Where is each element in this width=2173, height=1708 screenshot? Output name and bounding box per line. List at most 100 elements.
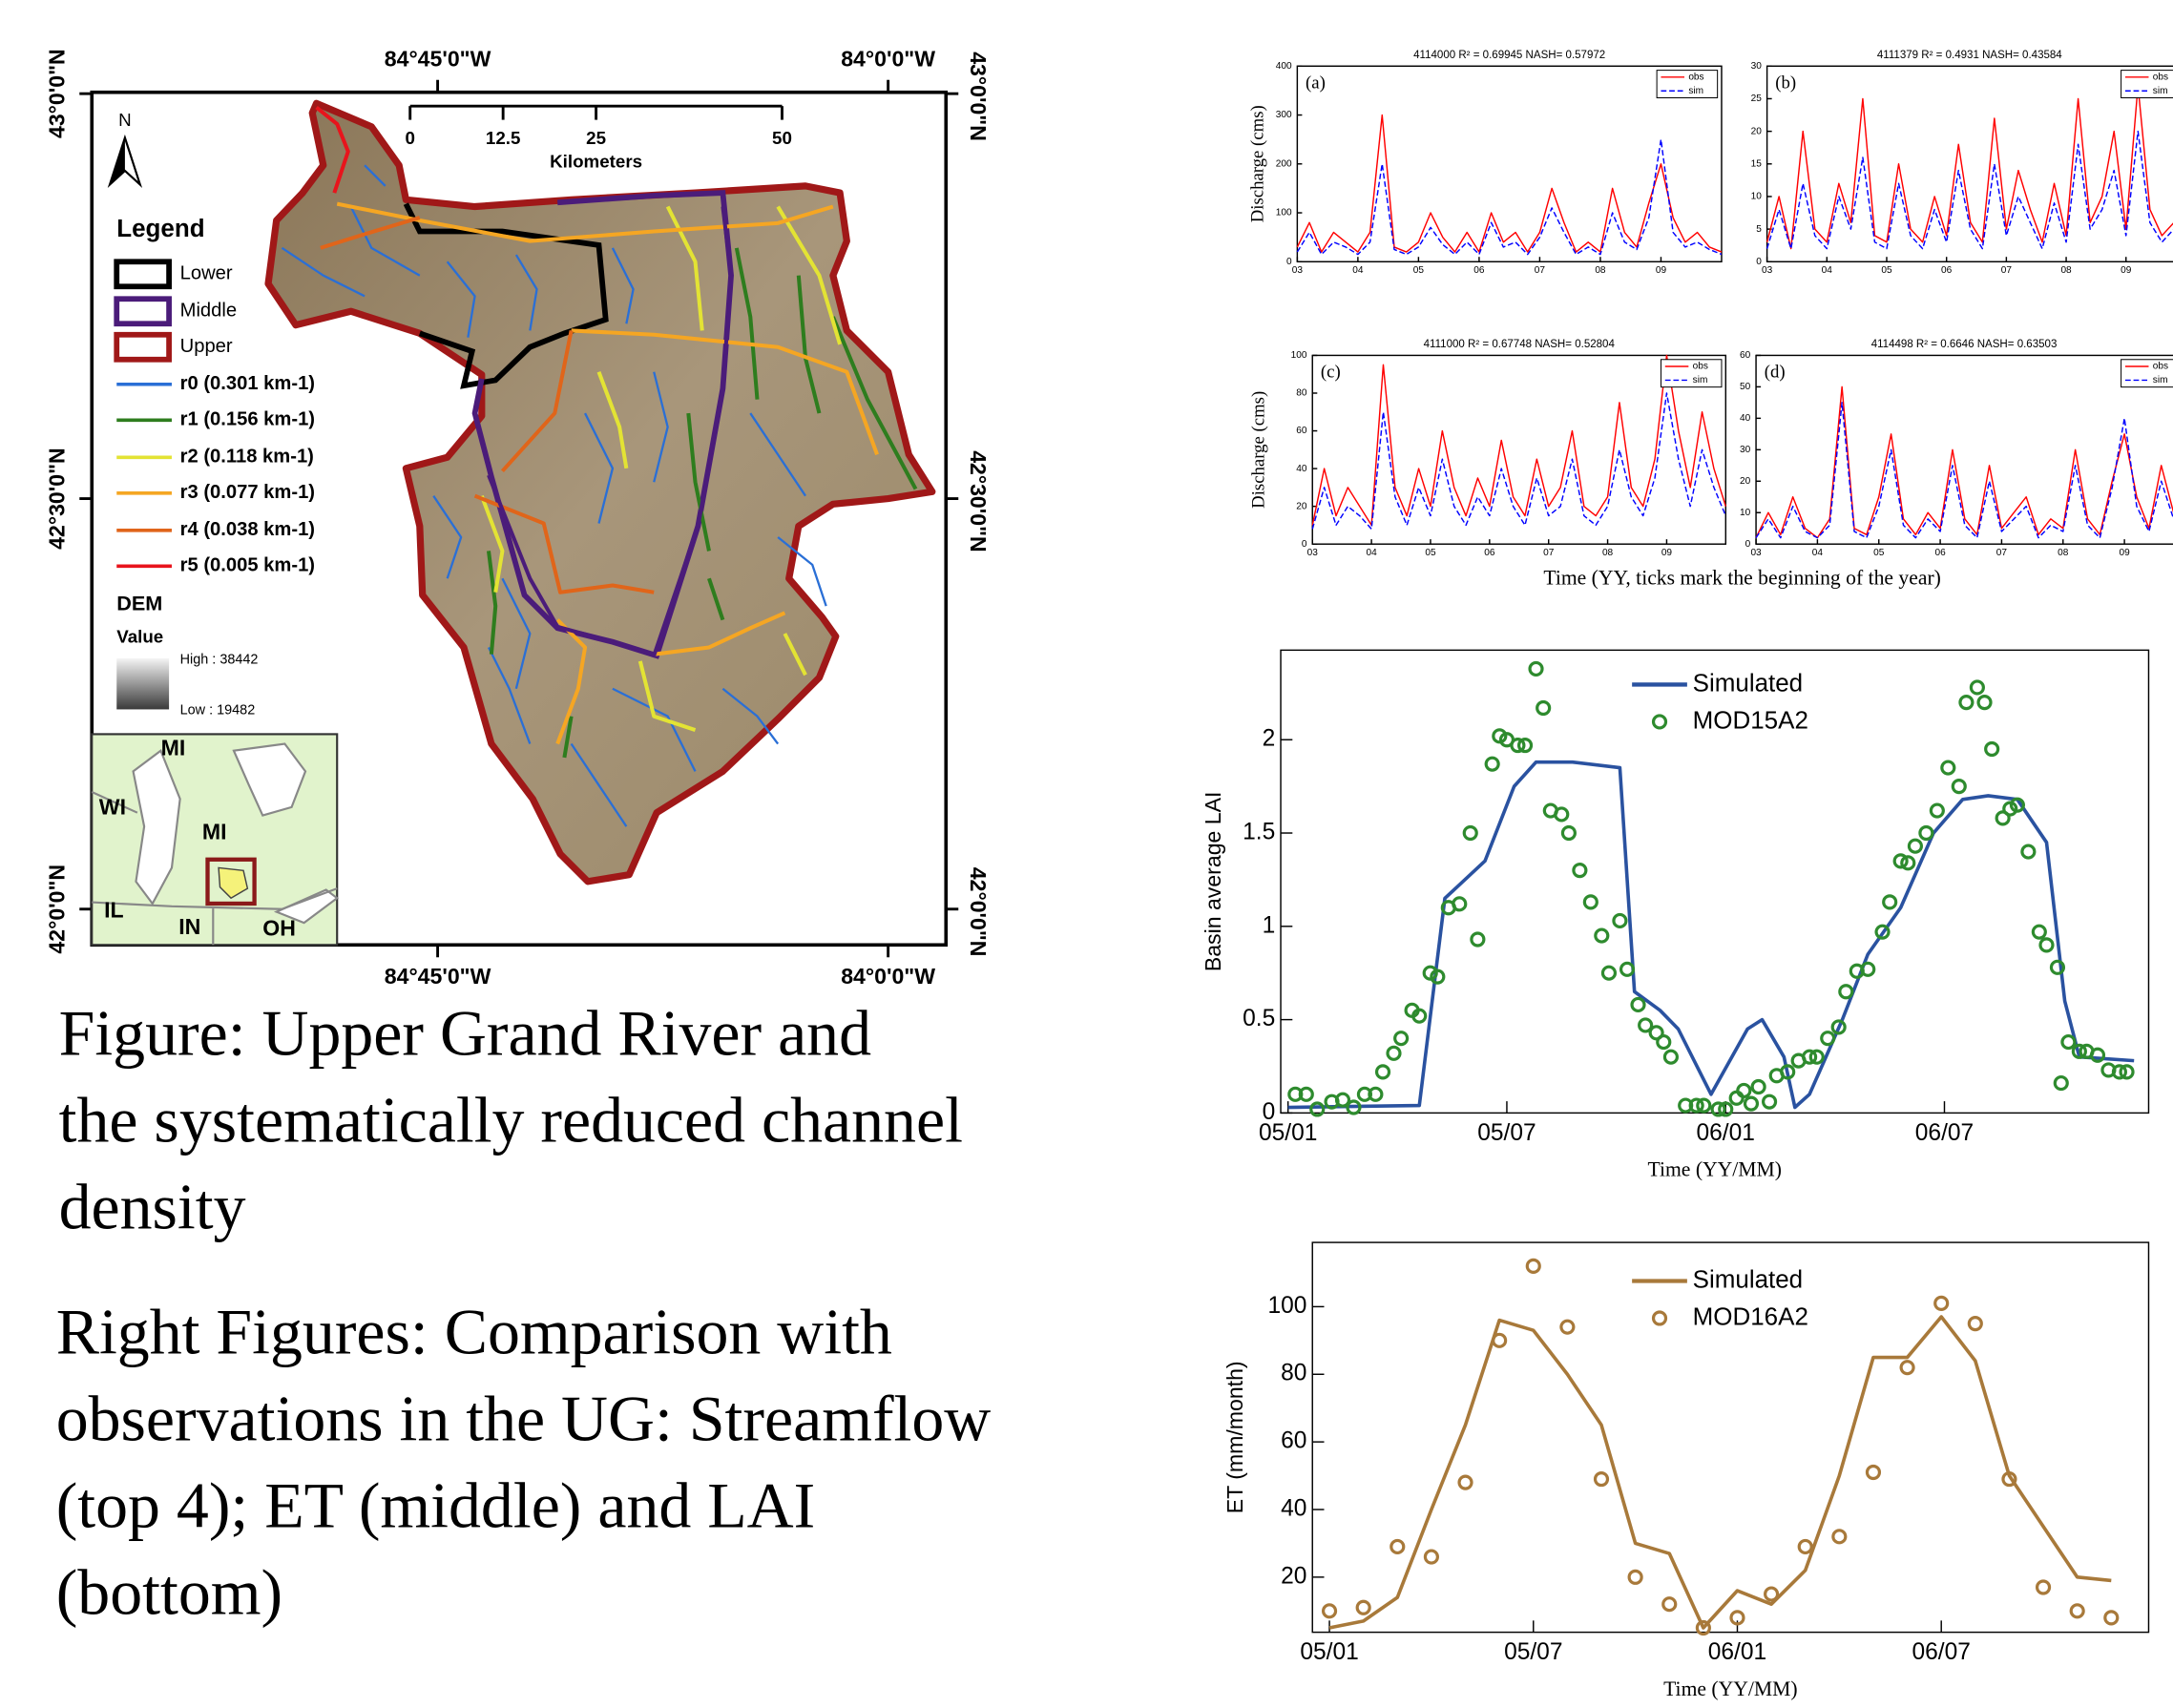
y-tick-label: 40 [1281,1495,1306,1521]
y-tick-label: 20 [1281,1563,1306,1589]
caption: density [59,1171,246,1242]
x-tick-label: 09 [2119,548,2130,558]
inset-label: MI [202,819,227,844]
x-tick-label: 05 [1425,548,1436,558]
latitude-label: 42°30'0"N [45,448,70,550]
legend-label: r3 (0.077 km-1) [180,482,315,503]
x-tick-label: 05 [1873,548,1885,558]
x-tick-label: 05/01 [1300,1639,1358,1665]
y-tick-label: 200 [1276,158,1292,169]
map: 84°45'0"W84°45'0"W84°0'0"W84°0'0"W43°0'0… [45,47,991,989]
legend-label: obs [1693,362,1708,372]
y-tick-label: 20 [1740,476,1751,487]
dem-low: Low : 19482 [180,703,256,719]
latitude-label: 43°0'0"N [45,49,70,138]
x-tick-label: 06/07 [1915,1120,1974,1146]
y-tick-label: 10 [1740,508,1751,518]
longitude-label: 84°0'0"W [841,47,935,72]
x-tick-label: 03 [1307,548,1319,558]
x-tick-label: 04 [1352,265,1364,276]
legend-label: sim [1693,375,1708,385]
caption: (top 4); ET (middle) and LAI [56,1470,816,1542]
caption: Right Figures: Comparison with [56,1297,892,1368]
panel-label: (a) [1306,73,1326,93]
chart-title: 4114000 R² = 0.69945 NASH= 0.57972 [1413,50,1605,61]
y-tick-label: 40 [1740,413,1751,424]
x-tick-label: 05/07 [1504,1639,1562,1665]
y-tick-label: 300 [1276,110,1292,120]
legend-label: r4 (0.038 km-1) [180,519,315,540]
x-tick-label: 03 [1292,265,1304,276]
dem-value: Value [116,626,163,646]
inset-label: IL [104,898,124,923]
panel-label: (b) [1775,73,1796,93]
y-tick-label: 60 [1281,1428,1306,1454]
legend-label: MOD15A2 [1693,705,1808,734]
legend-label: sim [2153,86,2168,96]
y-tick-label: 1 [1263,912,1276,938]
y-tick-label: 30 [1740,445,1751,455]
legend-label: sim [1688,86,1703,96]
latitude-label: 42°0'0"N [966,867,991,957]
scale-label: 25 [586,128,606,148]
y-tick-label: 60 [1740,350,1751,361]
x-tick-label: 07 [1996,548,2008,558]
y-tick-label: 20 [1296,501,1307,511]
x-tick-label: 05/01 [1259,1120,1317,1146]
panel-label: (d) [1765,363,1786,383]
x-tick-label: 09 [1656,265,1667,276]
legend-label: r2 (0.118 km-1) [180,447,314,468]
chart-title: 4114498 R² = 0.6646 NASH= 0.63503 [1871,339,2058,350]
panel-label: (c) [1321,363,1341,383]
inset-label: MI [161,735,186,760]
caption: the systematically reduced channel [59,1084,963,1156]
x-tick-label: 06 [1473,265,1485,276]
chart-title: 4111000 R² = 0.67748 NASH= 0.52804 [1424,339,1616,350]
y-axis-label: ET (mm/month) [1222,1361,1247,1513]
scale-label: 12.5 [486,128,520,148]
y-tick-label: 1.5 [1243,820,1275,845]
legend-label: sim [2153,375,2168,385]
longitude-label: 84°45'0"W [385,47,491,72]
y-tick-label: 10 [1751,192,1763,202]
latitude-label: 42°30'0"N [966,450,991,552]
x-tick-label: 06/07 [1912,1639,1971,1665]
y-tick-label: 100 [1276,208,1292,219]
legend-title: Legend [116,214,204,242]
inset-label: IN [178,914,200,939]
caption: (bottom) [56,1557,282,1629]
scale-label: 50 [772,128,792,148]
x-tick-label: 09 [2121,265,2132,276]
x-tick-label: 04 [1812,548,1824,558]
legend-label: MOD16A2 [1693,1302,1808,1330]
y-axis-label: Discharge (cms) [1247,105,1267,222]
x-tick-label: 07 [2001,265,2013,276]
legend-label: obs [1688,73,1703,83]
y-tick-label: 0.5 [1243,1006,1275,1031]
x-tick-label: 05 [1881,265,1892,276]
legend-label: obs [2153,362,2168,372]
x-axis-label: Time (YY/MM) [1663,1677,1797,1700]
x-tick-label: 08 [1602,548,1614,558]
legend-label: Lower [180,263,233,284]
legend-label: Upper [180,336,233,357]
x-tick-label: 08 [1595,265,1606,276]
x-tick-label: 06/01 [1708,1639,1766,1665]
y-tick-label: 100 [1291,350,1307,361]
y-tick-label: 40 [1296,464,1307,474]
scale-label: 0 [405,128,414,148]
y-tick-label: 30 [1751,61,1763,72]
y-tick-label: 20 [1751,126,1763,136]
x-tick-label: 06/01 [1697,1120,1755,1146]
y-tick-label: 60 [1296,426,1307,436]
longitude-label: 84°45'0"W [385,964,491,989]
y-axis-label: Discharge (cms) [1249,391,1269,509]
dem-title: DEM [116,591,162,614]
legend-label: obs [2153,73,2168,83]
legend-box [1657,71,1718,98]
y-tick-label: 400 [1276,61,1292,72]
x-tick-label: 08 [2060,265,2072,276]
x-tick-label: 08 [2058,548,2069,558]
legend-label: Simulated [1693,1264,1803,1293]
dem-ramp [116,658,169,709]
